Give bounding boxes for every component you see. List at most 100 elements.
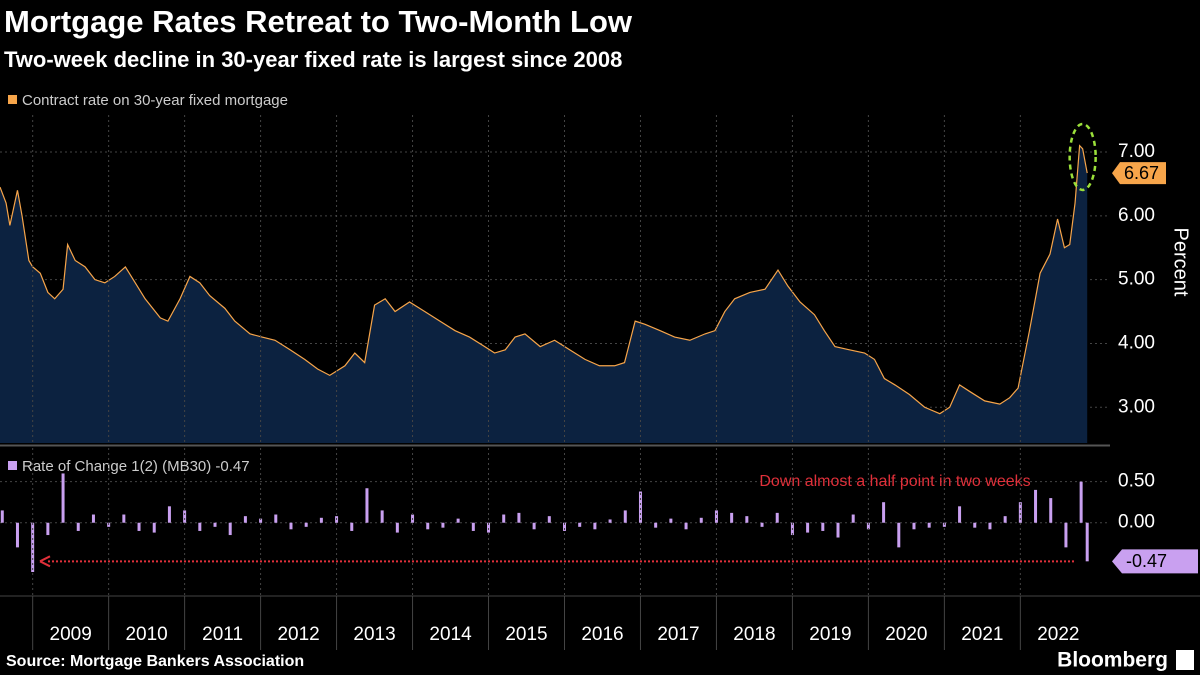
bar [866, 522, 870, 530]
bar [228, 522, 232, 536]
bar [259, 518, 263, 523]
bar [1034, 489, 1038, 523]
bar [988, 522, 992, 530]
bar [638, 491, 642, 523]
bar [958, 506, 962, 523]
annotation: Down almost a half point in two weeks [759, 473, 1030, 490]
x-tick-label: 2020 [885, 624, 927, 645]
brand-icon [1176, 650, 1194, 670]
bar [350, 522, 354, 531]
bar [1064, 522, 1068, 548]
bar [836, 522, 840, 538]
bar [608, 519, 612, 523]
x-tick-label: 2022 [1037, 624, 1079, 645]
subtitle: Two-week decline in 30-year fixed rate i… [4, 47, 622, 72]
value-label: -0.47 [1126, 551, 1167, 571]
bar [304, 522, 308, 527]
bar [137, 522, 141, 531]
bar [517, 512, 521, 523]
bar [927, 522, 931, 528]
bar [714, 510, 718, 523]
bar [122, 514, 126, 523]
x-tick-label: 2015 [505, 624, 547, 645]
legend-label: Contract rate on 30-year fixed mortgage [22, 92, 288, 109]
bar [289, 522, 293, 530]
bar [532, 522, 536, 530]
legend-swatch [8, 95, 17, 104]
source: Source: Mortgage Bankers Association [6, 653, 304, 670]
bar [243, 516, 247, 523]
x-tick-label: 2018 [733, 624, 775, 645]
bar [1085, 522, 1089, 562]
area [0, 145, 1088, 443]
bar [669, 518, 673, 523]
bar [821, 522, 825, 531]
value-label-box [1112, 162, 1166, 185]
bar [471, 522, 475, 531]
bar [1079, 481, 1083, 523]
bar [319, 517, 323, 523]
bar [61, 473, 65, 523]
y-axis-label: Percent [1170, 228, 1192, 297]
bar [487, 522, 491, 533]
x-tick-label: 2011 [202, 624, 243, 645]
y-tick-label: 6.00 [1118, 205, 1155, 226]
bar [441, 522, 445, 528]
bar [1049, 498, 1053, 523]
value-label-box [1112, 549, 1198, 574]
bar [806, 522, 810, 533]
bar [593, 522, 597, 530]
bar [152, 522, 156, 533]
bar [213, 522, 217, 527]
y-tick-label: 5.00 [1118, 269, 1155, 290]
value-label: 6.67 [1124, 163, 1159, 183]
bar [684, 522, 688, 530]
y-tick-label: 7.00 [1118, 141, 1155, 162]
bar [395, 522, 399, 533]
bar [31, 522, 35, 573]
bar [91, 514, 95, 523]
bar [1003, 516, 1007, 523]
bar [882, 502, 886, 523]
highlight-circle [1068, 122, 1097, 192]
x-tick-label: 2021 [961, 624, 1003, 645]
bar [760, 522, 764, 527]
brand: Bloomberg [1057, 649, 1168, 672]
bar [15, 522, 19, 548]
bar [0, 510, 4, 523]
bar [547, 516, 551, 523]
bar [654, 522, 658, 528]
bar [973, 522, 977, 528]
bar [851, 514, 855, 523]
bar [46, 522, 50, 536]
y-tick-label: 3.00 [1118, 396, 1155, 417]
title: Mortgage Rates Retreat to Two-Month Low [4, 4, 633, 39]
bar [578, 522, 582, 527]
x-tick-label: 2013 [353, 624, 395, 645]
x-tick-label: 2019 [809, 624, 851, 645]
x-tick-label: 2012 [277, 624, 319, 645]
bar [183, 510, 187, 523]
x-tick-label: 2014 [429, 624, 472, 645]
bar [745, 516, 749, 523]
bar [1018, 502, 1022, 523]
x-tick-label: 2009 [50, 624, 92, 645]
x-tick-label: 2010 [125, 624, 167, 645]
legend-swatch [8, 461, 17, 470]
x-tick-label: 2017 [657, 624, 699, 645]
bar [775, 512, 779, 523]
bar [502, 514, 506, 523]
bar [198, 522, 202, 531]
y-tick-label: 0.50 [1118, 471, 1155, 492]
bar [562, 522, 566, 531]
legend-label: Rate of Change 1(2) (MB30) -0.47 [22, 458, 250, 475]
bar [426, 522, 430, 530]
bar [456, 518, 460, 523]
x-tick-label: 2016 [581, 624, 623, 645]
bar [897, 522, 901, 548]
bar [380, 510, 384, 523]
bar [912, 522, 916, 530]
bar [76, 522, 80, 531]
bar [730, 512, 734, 523]
